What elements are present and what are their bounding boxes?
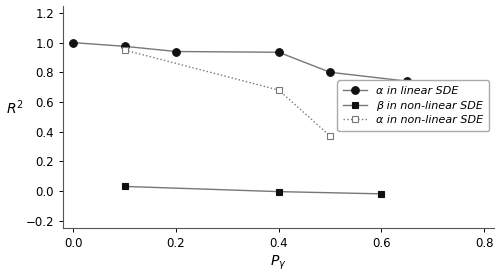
α in non-linear SDE bbox=[122, 48, 128, 52]
X-axis label: $P_\gamma$: $P_\gamma$ bbox=[270, 254, 287, 272]
Y-axis label: $R^2$: $R^2$ bbox=[6, 98, 24, 117]
α in linear SDE bbox=[122, 45, 128, 48]
Line: β in non-linear SDE: β in non-linear SDE bbox=[121, 183, 385, 197]
β in non-linear SDE bbox=[122, 185, 128, 188]
Legend: α in linear SDE, β in non-linear SDE, α in non-linear SDE: α in linear SDE, β in non-linear SDE, α … bbox=[338, 80, 489, 131]
α in linear SDE bbox=[276, 51, 282, 54]
α in linear SDE bbox=[404, 80, 410, 83]
α in linear SDE bbox=[70, 41, 76, 44]
Line: α in non-linear SDE: α in non-linear SDE bbox=[121, 46, 334, 140]
Line: α in linear SDE: α in linear SDE bbox=[70, 39, 411, 85]
α in non-linear SDE bbox=[276, 88, 282, 92]
α in non-linear SDE bbox=[327, 134, 333, 138]
β in non-linear SDE bbox=[378, 192, 384, 195]
β in non-linear SDE bbox=[276, 190, 282, 193]
α in linear SDE bbox=[173, 50, 179, 53]
α in linear SDE bbox=[327, 71, 333, 74]
